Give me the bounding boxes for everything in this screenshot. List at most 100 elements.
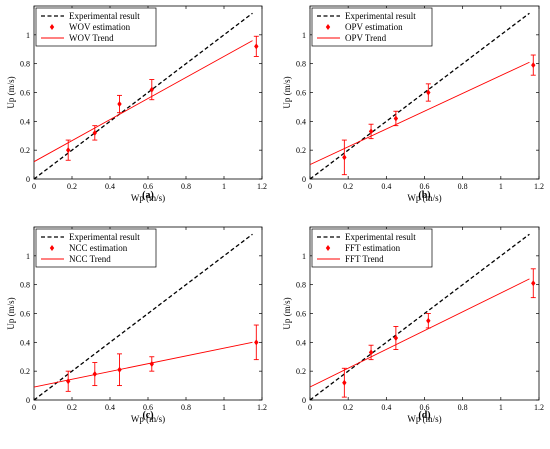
y-tick-label: 0 xyxy=(302,396,306,405)
x-tick-label: 1.2 xyxy=(534,403,544,412)
x-tick-label: 0.4 xyxy=(381,403,391,412)
data-point xyxy=(531,62,536,69)
x-tick-label: 0 xyxy=(32,182,36,191)
experimental-result-line xyxy=(310,12,530,179)
x-tick-label: 0.6 xyxy=(143,403,153,412)
y-tick-label: 0.4 xyxy=(296,117,306,126)
data-point xyxy=(92,129,97,136)
x-tick-label: 0.6 xyxy=(420,403,430,412)
data-point xyxy=(66,378,71,385)
data-point xyxy=(254,43,259,50)
data-point xyxy=(149,86,154,93)
x-tick-label: 1 xyxy=(499,182,503,191)
legend-swatch-marker xyxy=(49,24,55,30)
legend-box xyxy=(35,228,157,268)
legend-box xyxy=(35,7,157,47)
legend-swatch-marker xyxy=(325,245,331,251)
y-tick-label: 0.8 xyxy=(20,60,30,69)
data-point xyxy=(368,128,374,135)
legend-label: Experimental result xyxy=(69,232,140,242)
experimental-result-line xyxy=(34,12,253,179)
x-tick-label: 0.6 xyxy=(420,182,430,191)
y-tick-label: 1 xyxy=(26,31,30,40)
data-point xyxy=(342,379,347,386)
y-tick-label: 0.2 xyxy=(296,146,306,155)
legend-label: FFT estimation xyxy=(345,243,401,253)
y-tick-label: 0.6 xyxy=(296,89,306,98)
data-point xyxy=(426,89,431,96)
x-tick-label: 0.8 xyxy=(181,403,191,412)
legend-label: NCC Trend xyxy=(69,254,111,264)
x-tick-label: 1 xyxy=(222,403,226,412)
x-tick-label: 0 xyxy=(308,182,312,191)
data-point xyxy=(149,360,154,367)
legend-swatch-marker xyxy=(49,245,55,251)
x-tick-label: 0.4 xyxy=(105,182,115,191)
x-tick-label: 0.4 xyxy=(105,403,115,412)
experimental-result-line xyxy=(310,233,530,400)
data-point xyxy=(393,115,399,122)
x-axis-label: Wp (m/s) xyxy=(407,414,441,424)
y-tick-label: 0 xyxy=(26,175,30,184)
y-axis-label: Up (m/s) xyxy=(6,297,16,329)
legend-label: NCC estimation xyxy=(69,243,128,253)
plot-area xyxy=(310,12,536,179)
plot-area xyxy=(34,233,259,400)
x-axis-label: Wp (m/s) xyxy=(131,414,165,424)
data-point xyxy=(92,371,97,378)
trend-line xyxy=(310,278,530,388)
y-tick-label: 0.8 xyxy=(296,281,306,290)
y-axis-label: Up (m/s) xyxy=(6,76,16,108)
legend-box xyxy=(311,7,433,47)
x-tick-label: 0.8 xyxy=(458,182,468,191)
x-tick-label: 0.2 xyxy=(67,403,77,412)
chart-panel-1: 0 0.2 0.4 0.6 0.8 1 1.2 0 0.2 0.4 0.6 0.8 1 Wp (m/s) U… xyxy=(6,5,267,203)
panel-caption: (c) xyxy=(142,410,153,421)
legend-label: OPV Trend xyxy=(345,33,387,43)
x-tick-label: 0.6 xyxy=(143,182,153,191)
y-axis-label: Up (m/s) xyxy=(282,76,292,108)
x-tick-label: 1.2 xyxy=(257,182,267,191)
x-tick-label: 0.2 xyxy=(343,403,353,412)
legend-label: WOV Trend xyxy=(69,33,114,43)
panel-caption: (d) xyxy=(418,410,430,421)
data-point xyxy=(66,147,71,154)
legend-label: OPV estimation xyxy=(345,22,403,32)
x-tick-label: 1 xyxy=(222,182,226,191)
x-tick-label: 0 xyxy=(308,403,312,412)
data-point xyxy=(342,154,347,161)
x-tick-label: 0.4 xyxy=(381,182,391,191)
legend-box xyxy=(311,228,433,268)
chart-panel-3: 0 0.2 0.4 0.6 0.8 1 1.2 0 0.2 0.4 0.6 0.8 1 Wp (m/s) U… xyxy=(6,226,267,424)
data-point xyxy=(368,349,374,356)
x-axis-label: Wp (m/s) xyxy=(407,193,441,203)
data-point xyxy=(531,280,536,287)
y-axis-label: Up (m/s) xyxy=(282,297,292,329)
chart-panel-2: 0 0.2 0.4 0.6 0.8 1 1.2 0 0.2 0.4 0.6 0.8 1 Wp (m/s) U… xyxy=(282,5,544,203)
trend-line xyxy=(34,341,253,388)
x-tick-label: 0 xyxy=(32,403,36,412)
legend-label: Experimental result xyxy=(69,11,140,21)
panel-caption: (b) xyxy=(418,190,430,201)
y-tick-label: 0.8 xyxy=(296,60,306,69)
x-tick-label: 1 xyxy=(499,403,503,412)
legend-label: Experimental result xyxy=(345,232,416,242)
data-point xyxy=(117,101,122,108)
legend-label: Experimental result xyxy=(345,11,416,21)
y-tick-label: 0 xyxy=(26,396,30,405)
data-point xyxy=(426,317,431,324)
y-tick-label: 0.4 xyxy=(20,117,30,126)
trend-line xyxy=(34,40,253,163)
panel-caption: (a) xyxy=(142,190,154,201)
x-tick-label: 0.2 xyxy=(67,182,77,191)
trend-line xyxy=(310,61,530,165)
legend-label: FFT Trend xyxy=(345,254,384,264)
x-axis-label: Wp (m/s) xyxy=(131,193,165,203)
x-tick-label: 1.2 xyxy=(534,182,544,191)
x-tick-label: 0.2 xyxy=(343,182,353,191)
y-tick-label: 1 xyxy=(302,252,306,261)
